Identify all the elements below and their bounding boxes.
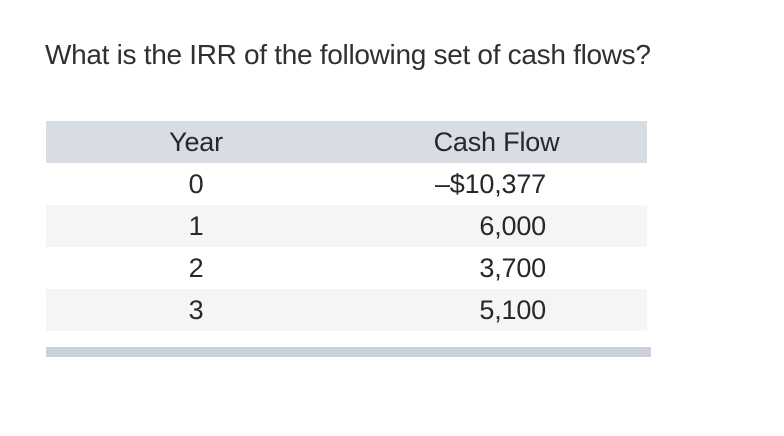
cash-flow-table: Year Cash Flow 0 –$10,377 1 6,000 2 3,70… (46, 121, 647, 331)
question-text: What is the IRR of the following set of … (45, 39, 651, 70)
year-value: 0 (188, 169, 204, 199)
column-header-year: Year (169, 127, 223, 157)
table-body: 0 –$10,377 1 6,000 2 3,700 3 5,100 (46, 163, 647, 331)
horizontal-scrollbar-thumb[interactable] (46, 347, 651, 357)
table-row: 1 6,000 (46, 205, 647, 247)
table-header-row: Year Cash Flow (46, 121, 647, 163)
year-value: 3 (188, 295, 204, 325)
cash-flow-value: 6,000 (479, 211, 546, 241)
cash-flow-value: 5,100 (479, 295, 546, 325)
year-value: 1 (188, 211, 204, 241)
table-row: 2 3,700 (46, 247, 647, 289)
column-header-cash-flow: Cash Flow (433, 127, 560, 157)
cash-flow-value: 3,700 (479, 253, 546, 283)
table-row: 0 –$10,377 (46, 163, 647, 205)
cash-flow-value: –$10,377 (434, 169, 546, 199)
year-value: 2 (188, 253, 204, 283)
table-row: 3 5,100 (46, 289, 647, 331)
